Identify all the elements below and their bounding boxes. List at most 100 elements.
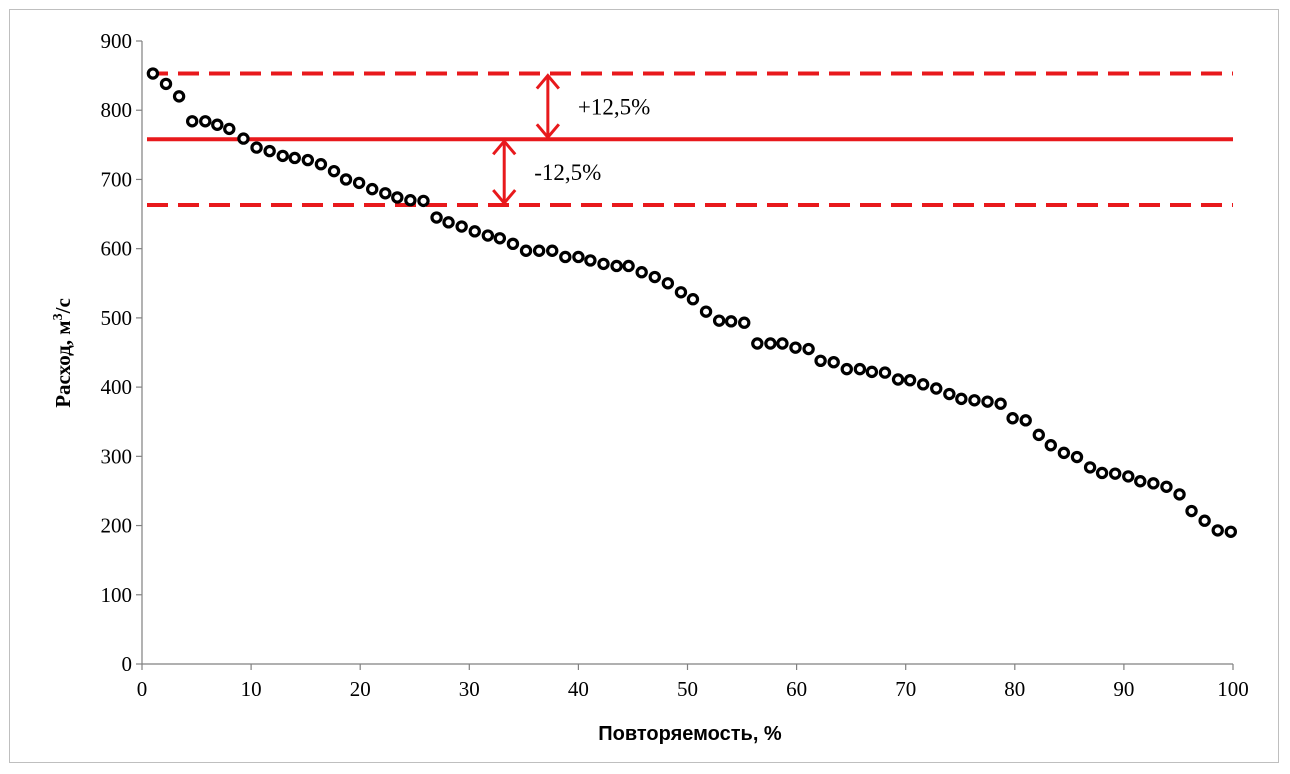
data-point [199,115,212,128]
data-point [1083,461,1097,474]
data-point [610,259,623,273]
data-point [943,387,956,401]
data-point [622,259,635,273]
annotations: +12,5% -12,5% [492,73,650,206]
data-point [572,250,585,264]
y-tick-label: 500 [101,306,133,330]
data-point [211,118,224,131]
data-point [891,373,905,386]
data-point [1134,475,1147,488]
data-point [391,191,404,204]
data-point [802,342,815,356]
axes: 0 100 200 300 400 500 600 700 800 900 0 10 20 30 40 50 6… [101,29,1249,701]
x-tick-label: 80 [1004,677,1025,701]
data-point [584,254,597,267]
data-point [903,373,917,387]
y-tick-label: 800 [101,98,133,122]
data-point [223,122,236,136]
data-point [1160,480,1173,493]
y-tick-label: 200 [101,514,133,538]
y-axis-label-sup: 3 [51,313,66,320]
data-point [712,314,726,327]
x-tick-label: 90 [1113,677,1134,701]
data-point [366,182,379,196]
data-point [674,286,688,299]
data-point [379,187,392,200]
data-point [493,232,507,245]
annotation-arrow-head-down [492,189,517,206]
data-point [276,149,289,163]
data-point [1147,477,1160,490]
x-tick-label: 100 [1217,677,1249,701]
data-point [916,378,930,391]
data-point [724,315,738,328]
data-point [288,151,301,165]
data-point [827,355,840,369]
data-point [955,392,968,406]
annotation-label: +12,5% [578,94,650,119]
data-point [546,244,559,257]
chart-frame [9,9,1279,763]
annotation-arrow-head-up [492,138,517,156]
data-point [1198,514,1211,527]
data-point [185,115,199,128]
data-point [865,365,879,379]
data-point [455,220,468,233]
x-tick-label: 20 [350,677,371,701]
data-point [1044,439,1058,452]
data-point [237,132,250,145]
x-tick-label: 30 [459,677,480,701]
data-point [686,292,700,306]
data-point [1185,504,1198,518]
data-point [1032,428,1046,442]
data-point [506,237,520,251]
data-point [1006,412,1019,425]
data-point [968,394,981,407]
data-point [1057,446,1071,460]
data-point [352,176,366,190]
data-point [417,194,430,208]
x-tick-label: 40 [568,677,589,701]
data-point [250,141,263,154]
annotation-arrow-head-down [535,123,560,140]
data-point [878,366,892,379]
data-point [172,90,186,103]
annotation-label: -12,5% [534,160,601,185]
data-point [635,266,648,279]
x-tick-label: 0 [137,677,148,701]
annotation-arrow-head-up [535,73,560,90]
data-point [442,216,455,229]
data-point [1095,466,1109,480]
y-axis-label-tail: /с [51,298,75,314]
y-tick-label: 400 [101,375,133,399]
reference-lines [147,71,1233,208]
y-tick-label: 600 [101,237,133,261]
data-point [1070,450,1084,464]
x-tick-label: 60 [786,677,807,701]
data-point [146,67,160,80]
data-point [1211,524,1224,537]
data-point [1173,488,1186,501]
y-tick-label: 0 [122,652,133,676]
data-point [404,194,417,207]
data-point [776,337,789,350]
data-point [1224,525,1238,538]
x-tick-label: 10 [241,677,262,701]
data-point [738,316,751,329]
data-point [314,158,328,171]
y-axis-label-main: Расход, м [51,320,75,407]
data-point [1108,467,1122,480]
y-tick-label: 900 [101,29,133,53]
x-tick-label: 50 [677,677,698,701]
data-point [263,144,276,158]
y-tick-label: 700 [101,167,133,191]
data-point [699,305,713,318]
data-point [994,397,1007,410]
data-point [339,173,353,186]
x-axis-label: Повторяемость, % [598,723,782,745]
data-point [519,244,533,257]
data-points [146,67,1238,538]
data-point [814,354,827,368]
data-point [930,382,943,395]
